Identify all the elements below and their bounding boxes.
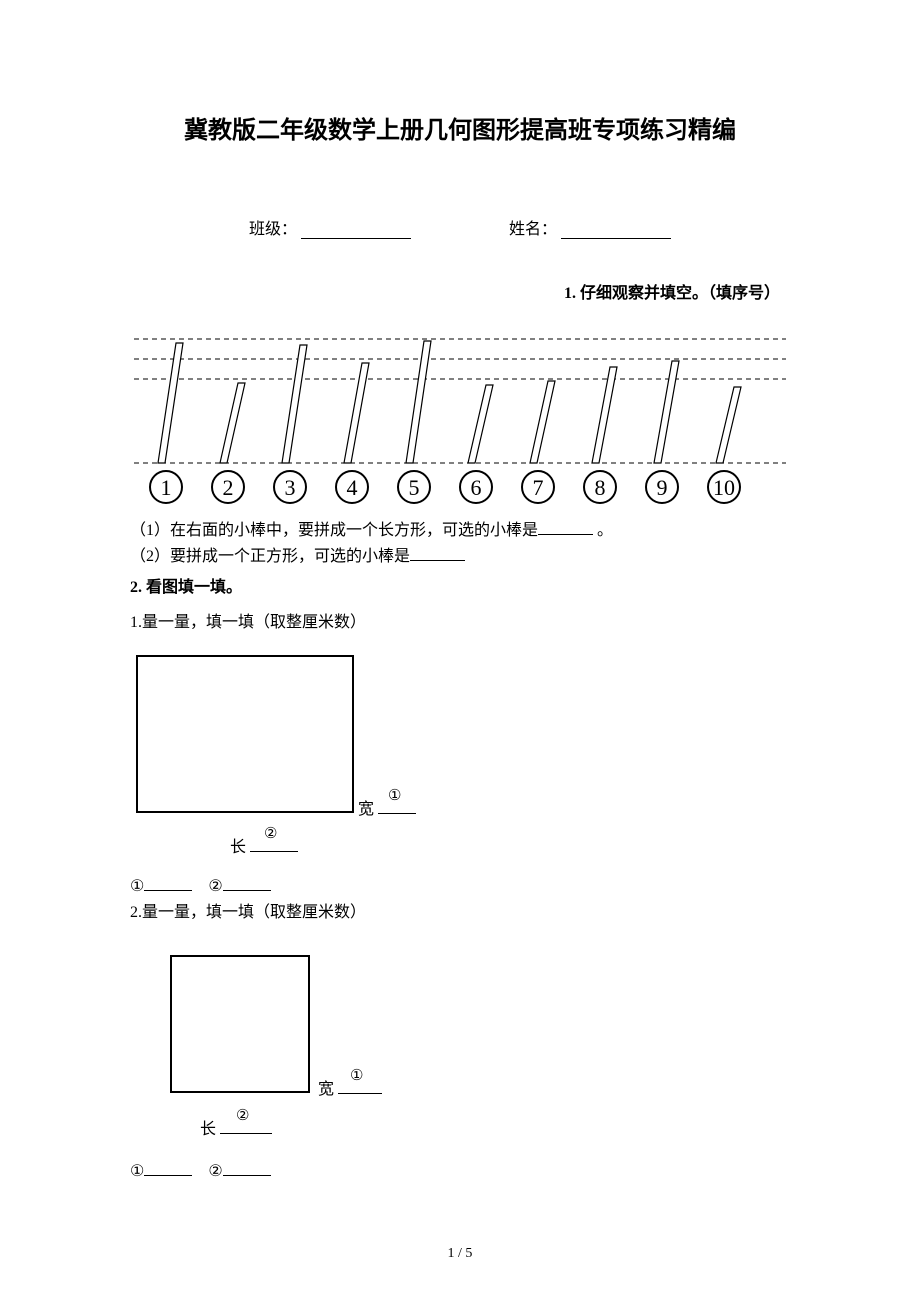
q1-sub1-blank — [538, 521, 593, 535]
page-title: 冀教版二年级数学上册几何图形提高班专项练习精编 — [130, 110, 790, 145]
kuan-circled-1: ① — [388, 786, 401, 805]
q1-sub2: （2）要拼成一个正方形，可选的小棒是 — [130, 545, 790, 569]
svg-text:10: 10 — [713, 475, 735, 500]
chang-text-2: 长 — [200, 1121, 216, 1138]
q2-sub2: 2.量一量，填一填（取整厘米数） — [130, 901, 790, 925]
ans2-blank1 — [144, 1162, 192, 1176]
ans1-c1: ① — [130, 878, 144, 895]
q2-answers-2: ① ② — [130, 1160, 790, 1184]
name-label: 姓名： — [509, 215, 557, 239]
ans1-blank1 — [144, 877, 192, 891]
kuan-circled-2: ① — [350, 1066, 363, 1085]
kuan-text-1: 宽 — [358, 801, 374, 818]
name-blank — [561, 223, 671, 239]
ans1-c2: ② — [208, 878, 222, 895]
svg-text:9: 9 — [657, 475, 668, 500]
q1-sub2-text: （2）要拼成一个正方形，可选的小棒是 — [130, 548, 410, 565]
class-label: 班级： — [249, 215, 297, 239]
chang-blank-1: ② — [250, 838, 298, 852]
svg-text:1: 1 — [161, 475, 172, 500]
q2-answers-1: ① ② — [130, 875, 790, 899]
rect-diagram-1: 宽 ① 长 ② — [130, 655, 430, 865]
ans2-blank2 — [223, 1162, 271, 1176]
q1-sub1-text: （1）在右面的小棒中，要拼成一个长方形，可选的小棒是 — [130, 522, 538, 539]
ans1-blank2 — [223, 877, 271, 891]
ans2-c1: ① — [130, 1163, 144, 1180]
q1-sub2-blank — [410, 547, 465, 561]
svg-text:8: 8 — [595, 475, 606, 500]
kuan-text-2: 宽 — [318, 1081, 334, 1098]
chang-label-1: 长 ② — [230, 833, 298, 857]
chang-blank-2: ② — [220, 1120, 272, 1134]
q1-sub1: （1）在右面的小棒中，要拼成一个长方形，可选的小棒是 。 — [130, 519, 790, 543]
chang-label-2: 长 ② — [200, 1115, 272, 1139]
kuan-blank-2: ① — [338, 1080, 382, 1094]
q2-sub1: 1.量一量，填一填（取整厘米数） — [130, 611, 790, 635]
page-number: 1 / 5 — [0, 1246, 920, 1262]
kuan-blank-1: ① — [378, 800, 416, 814]
svg-text:2: 2 — [223, 475, 234, 500]
rect-diagram-2: 宽 ① 长 ② — [130, 955, 430, 1150]
kuan-label-1: 宽 ① — [358, 795, 416, 819]
svg-text:7: 7 — [533, 475, 544, 500]
q2-heading: 2. 看图填一填。 — [130, 573, 790, 597]
class-blank — [301, 223, 411, 239]
svg-text:5: 5 — [409, 475, 420, 500]
sticks-figure: 1 2 3 4 5 6 7 8 9 10 — [130, 333, 790, 513]
chang-circled-2: ② — [236, 1106, 249, 1125]
svg-text:6: 6 — [471, 475, 482, 500]
svg-text:4: 4 — [347, 475, 358, 500]
chang-text-1: 长 — [230, 839, 246, 856]
q1-sub1-end: 。 — [593, 522, 613, 539]
q1-heading: 1. 仔细观察并填空。（填序号） — [130, 279, 790, 303]
svg-text:3: 3 — [285, 475, 296, 500]
rect-box-2 — [170, 955, 310, 1093]
ans2-c2: ② — [208, 1163, 222, 1180]
info-row: 班级： 姓名： — [130, 215, 790, 239]
rect-box-1 — [136, 655, 354, 813]
kuan-label-2: 宽 ① — [318, 1075, 382, 1099]
chang-circled-1: ② — [264, 824, 277, 843]
